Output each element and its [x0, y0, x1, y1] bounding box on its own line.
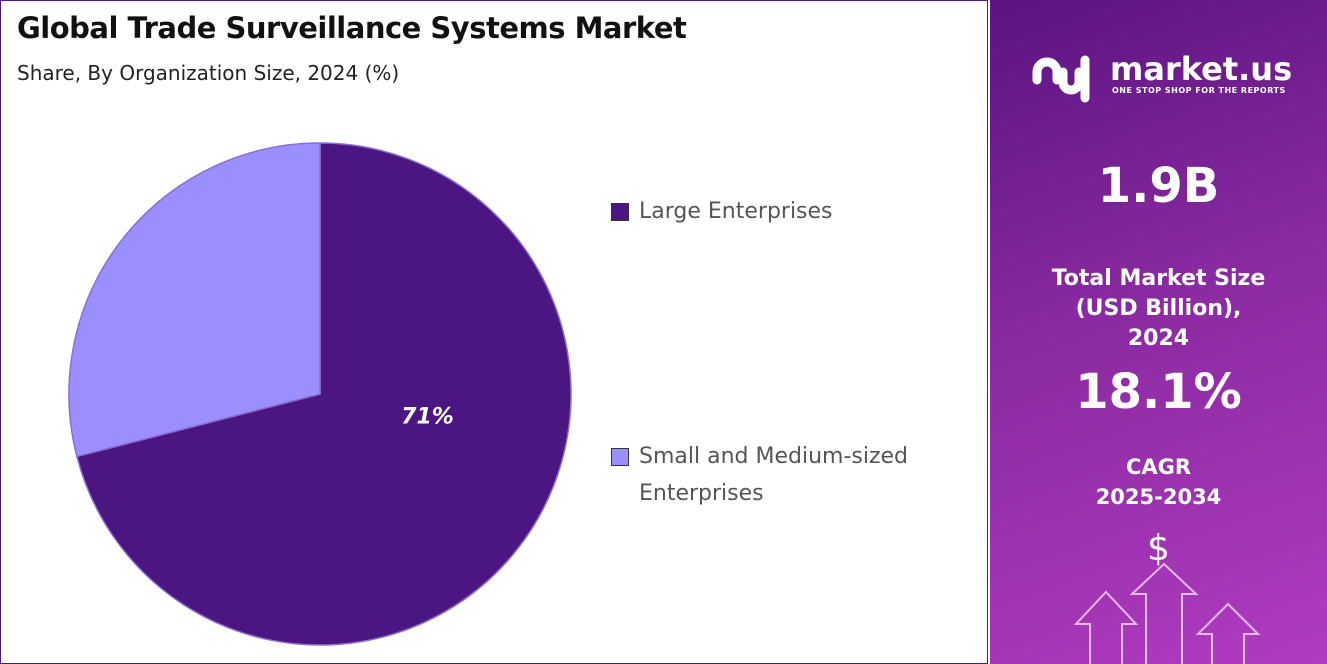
legend-item: Small and Medium-sized Enterprises [611, 438, 951, 512]
market-size-label: Total Market Size (USD Billion), 2024 [1051, 266, 1266, 351]
tagline: ONE STOP SHOP FOR THE REPORTS [1112, 86, 1286, 95]
legend-item: Large Enterprises [611, 193, 951, 230]
pie-slice [68, 142, 321, 458]
dollar-icon: $ [1147, 528, 1170, 569]
info-panel: market.us ONE STOP SHOP FOR THE REPORTS … [990, 0, 1327, 664]
cagr: 18.1% [1075, 364, 1242, 420]
cagr-label: CAGR 2025-2034 [1095, 455, 1222, 509]
legend-swatch [611, 448, 629, 466]
market-size: 1.9B [1097, 158, 1220, 214]
legend-label: Small and Medium-sized Enterprises [639, 444, 909, 506]
legend-swatch [611, 203, 629, 221]
value-label: 71% [401, 404, 454, 429]
decor [1032, 55, 1261, 664]
chart-subtitle: Share, By Organization Size, 2024 (%) [17, 61, 400, 85]
pie-chart: 71% [68, 142, 572, 646]
legend-label: Large Enterprises [639, 199, 833, 224]
brand: market.us [1110, 50, 1293, 88]
chart-panel: Global Trade Surveillance Systems Market… [0, 0, 988, 664]
pie-slice [75, 142, 572, 646]
chart-title: Global Trade Surveillance Systems Market [17, 11, 687, 45]
